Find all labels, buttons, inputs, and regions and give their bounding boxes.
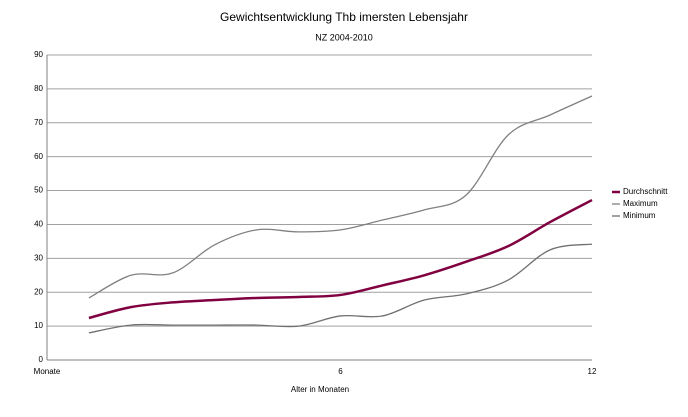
x-tick-label: 6 bbox=[338, 367, 343, 376]
y-tick-label: 30 bbox=[34, 253, 43, 262]
legend-label: Minimum bbox=[623, 211, 656, 220]
y-tick-label: 80 bbox=[34, 84, 43, 93]
y-tick-label: 10 bbox=[34, 321, 43, 330]
y-tick-label: 90 bbox=[34, 50, 43, 59]
y-tick-label: 20 bbox=[34, 287, 43, 296]
x-axis-label: Alter in Monaten bbox=[291, 385, 349, 394]
chart-subtitle: NZ 2004-2010 bbox=[315, 32, 373, 42]
x-tick-label: Monate bbox=[34, 367, 61, 376]
y-tick-label: 60 bbox=[34, 152, 43, 161]
line-series bbox=[88, 95, 593, 299]
legend-label: Durchschnitt bbox=[623, 187, 668, 196]
y-tick-label: 70 bbox=[34, 118, 43, 127]
line-series bbox=[88, 198, 593, 320]
chart-title: Gewichtsentwicklung Thb imersten Lebensj… bbox=[220, 10, 468, 24]
legend-label: Maximum bbox=[623, 199, 658, 208]
x-tick-label: 12 bbox=[588, 367, 597, 376]
y-tick-label: 0 bbox=[39, 355, 44, 364]
y-tick-label: 50 bbox=[34, 186, 43, 195]
line-series bbox=[88, 243, 593, 334]
y-tick-label: 40 bbox=[34, 220, 43, 229]
